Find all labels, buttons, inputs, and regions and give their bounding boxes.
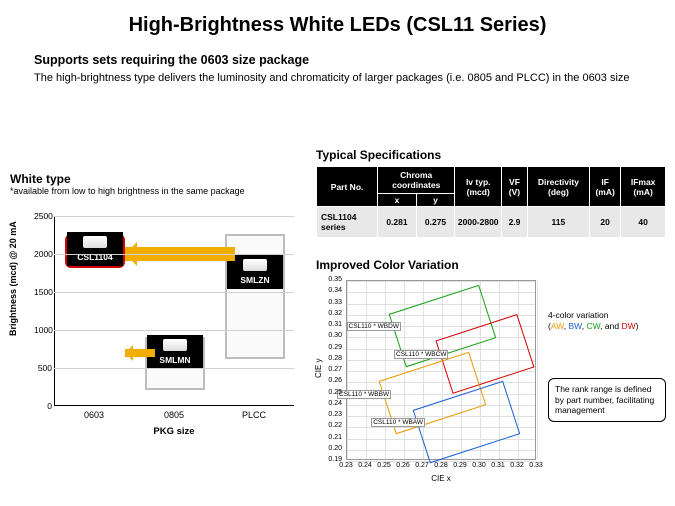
gridline bbox=[54, 292, 294, 293]
legend-items: (AW, BW, CW, and DW) bbox=[548, 321, 668, 332]
led-chip-icon bbox=[163, 339, 187, 351]
chart-xlabels: 06030805PLCC bbox=[54, 410, 294, 420]
td-x: 0.281 bbox=[378, 207, 417, 238]
th-y: y bbox=[416, 194, 455, 207]
cie-rank-tag: CSL110 * WBBW bbox=[337, 390, 391, 399]
sub-heading: Supports sets requiring the 0603 size pa… bbox=[0, 43, 675, 71]
gridline bbox=[54, 330, 294, 331]
xlabel: PLCC bbox=[214, 410, 294, 420]
white-type-block: White type *available from low to high b… bbox=[10, 172, 310, 196]
cie-ytick: 0.33 bbox=[326, 299, 342, 306]
ytick: 0 bbox=[34, 401, 52, 411]
cie-ytick: 0.29 bbox=[326, 344, 342, 351]
ytick: 1000 bbox=[34, 325, 52, 335]
td-vf: 2.9 bbox=[502, 207, 528, 238]
cie-xtick: 0.26 bbox=[393, 462, 413, 469]
cie-ytick: 0.21 bbox=[326, 434, 342, 441]
cie-xtick: 0.32 bbox=[507, 462, 527, 469]
td-if: 20 bbox=[590, 207, 621, 238]
cie-ytick: 0.20 bbox=[326, 445, 342, 452]
gridline bbox=[54, 368, 294, 369]
sub-desc: The high-brightness type delivers the lu… bbox=[0, 71, 675, 85]
legend-intro: 4-color variation bbox=[548, 310, 668, 321]
led-chip-icon bbox=[83, 236, 107, 248]
cie-ytick: 0.31 bbox=[326, 321, 342, 328]
chart-yaxis-label: Brightness (mcd) @ 20 mA bbox=[8, 221, 18, 336]
xlabel: 0603 bbox=[54, 410, 134, 420]
page-title: High-Brightness White LEDs (CSL11 Series… bbox=[0, 0, 675, 43]
ytick: 2500 bbox=[34, 211, 52, 221]
td-dir: 115 bbox=[527, 207, 589, 238]
ytick: 1500 bbox=[34, 287, 52, 297]
white-type-label: White type bbox=[10, 172, 310, 186]
cie-ytick: 0.27 bbox=[326, 366, 342, 373]
chart-plot: CSL1104SMLMNSMLZN bbox=[54, 216, 294, 406]
cie-ytick: 0.26 bbox=[326, 377, 342, 384]
cie-rank-tag: CSL110 * WBCW bbox=[394, 350, 448, 359]
cie-xtick: 0.27 bbox=[412, 462, 432, 469]
cie-ytick: 0.24 bbox=[326, 400, 342, 407]
th-vf: VF (V) bbox=[502, 167, 528, 207]
gridline bbox=[54, 254, 294, 255]
td-y: 0.275 bbox=[416, 207, 455, 238]
cie-xtick: 0.30 bbox=[469, 462, 489, 469]
th-iv: Iv typ. (mcd) bbox=[455, 167, 502, 207]
cie-xtick: 0.28 bbox=[431, 462, 451, 469]
white-type-note: *available from low to high brightness i… bbox=[10, 186, 310, 196]
cie-ytick: 0.35 bbox=[326, 276, 342, 283]
th-x: x bbox=[378, 194, 417, 207]
cie-block: Improved Color Variation CSL110 * WBDWCS… bbox=[316, 258, 666, 272]
cie-rank-tag: CSL110 * WBAW bbox=[371, 418, 425, 427]
cie-ytick: 0.23 bbox=[326, 411, 342, 418]
th-ifmax: IFmax (mA) bbox=[621, 167, 666, 207]
td-iv: 2000-2800 bbox=[455, 207, 502, 238]
arrow-icon bbox=[125, 349, 155, 357]
cie-xtick: 0.33 bbox=[526, 462, 546, 469]
cie-xtick: 0.31 bbox=[488, 462, 508, 469]
cie-title: Improved Color Variation bbox=[316, 258, 666, 272]
spec-title: Typical Specifications bbox=[316, 148, 666, 162]
cie-xtick: 0.24 bbox=[355, 462, 375, 469]
cie-xtick: 0.25 bbox=[374, 462, 394, 469]
cie-ytick: 0.19 bbox=[326, 456, 342, 463]
led-chip-icon bbox=[243, 259, 267, 271]
cie-note: The rank range is defined by part number… bbox=[548, 378, 666, 422]
cie-xlabel: CIE x bbox=[346, 474, 536, 483]
brightness-chart: Brightness (mcd) @ 20 mA CSL1104SMLMNSML… bbox=[10, 216, 310, 446]
th-dir: Directivity (deg) bbox=[527, 167, 589, 207]
cie-legend: 4-color variation (AW, BW, CW, and DW) bbox=[548, 310, 668, 332]
td-part: CSL1104 series bbox=[317, 207, 378, 238]
cie-ylabel: CIE y bbox=[314, 358, 323, 378]
th-part: Part No. bbox=[317, 167, 378, 207]
cie-ytick: 0.32 bbox=[326, 310, 342, 317]
cie-ytick: 0.22 bbox=[326, 422, 342, 429]
th-if: IF (mA) bbox=[590, 167, 621, 207]
td-ifmax: 40 bbox=[621, 207, 666, 238]
cie-xtick: 0.29 bbox=[450, 462, 470, 469]
cie-ytick: 0.25 bbox=[326, 389, 342, 396]
ytick: 500 bbox=[34, 363, 52, 373]
xlabel: 0805 bbox=[134, 410, 214, 420]
chart-xaxis-label: PKG size bbox=[54, 426, 294, 437]
cie-xtick: 0.23 bbox=[336, 462, 356, 469]
cie-rank-tag: CSL110 * WBDW bbox=[347, 322, 401, 331]
spec-block: Typical Specifications Part No. Chroma c… bbox=[316, 148, 666, 238]
cie-ytick: 0.30 bbox=[326, 332, 342, 339]
chip-label: SMLMN bbox=[147, 335, 203, 369]
cie-ytick: 0.34 bbox=[326, 287, 342, 294]
cie-ytick: 0.28 bbox=[326, 355, 342, 362]
th-chroma: Chroma coordinates bbox=[378, 167, 455, 194]
chip-label: SMLZN bbox=[227, 255, 283, 289]
cie-plot: CSL110 * WBDWCSL110 * WBCWCSL110 * WBBWC… bbox=[346, 280, 536, 460]
gridline bbox=[54, 216, 294, 217]
table-row: CSL1104 series 0.281 0.275 2000-2800 2.9… bbox=[317, 207, 666, 238]
spec-table: Part No. Chroma coordinates Iv typ. (mcd… bbox=[316, 166, 666, 238]
ytick: 2000 bbox=[34, 249, 52, 259]
